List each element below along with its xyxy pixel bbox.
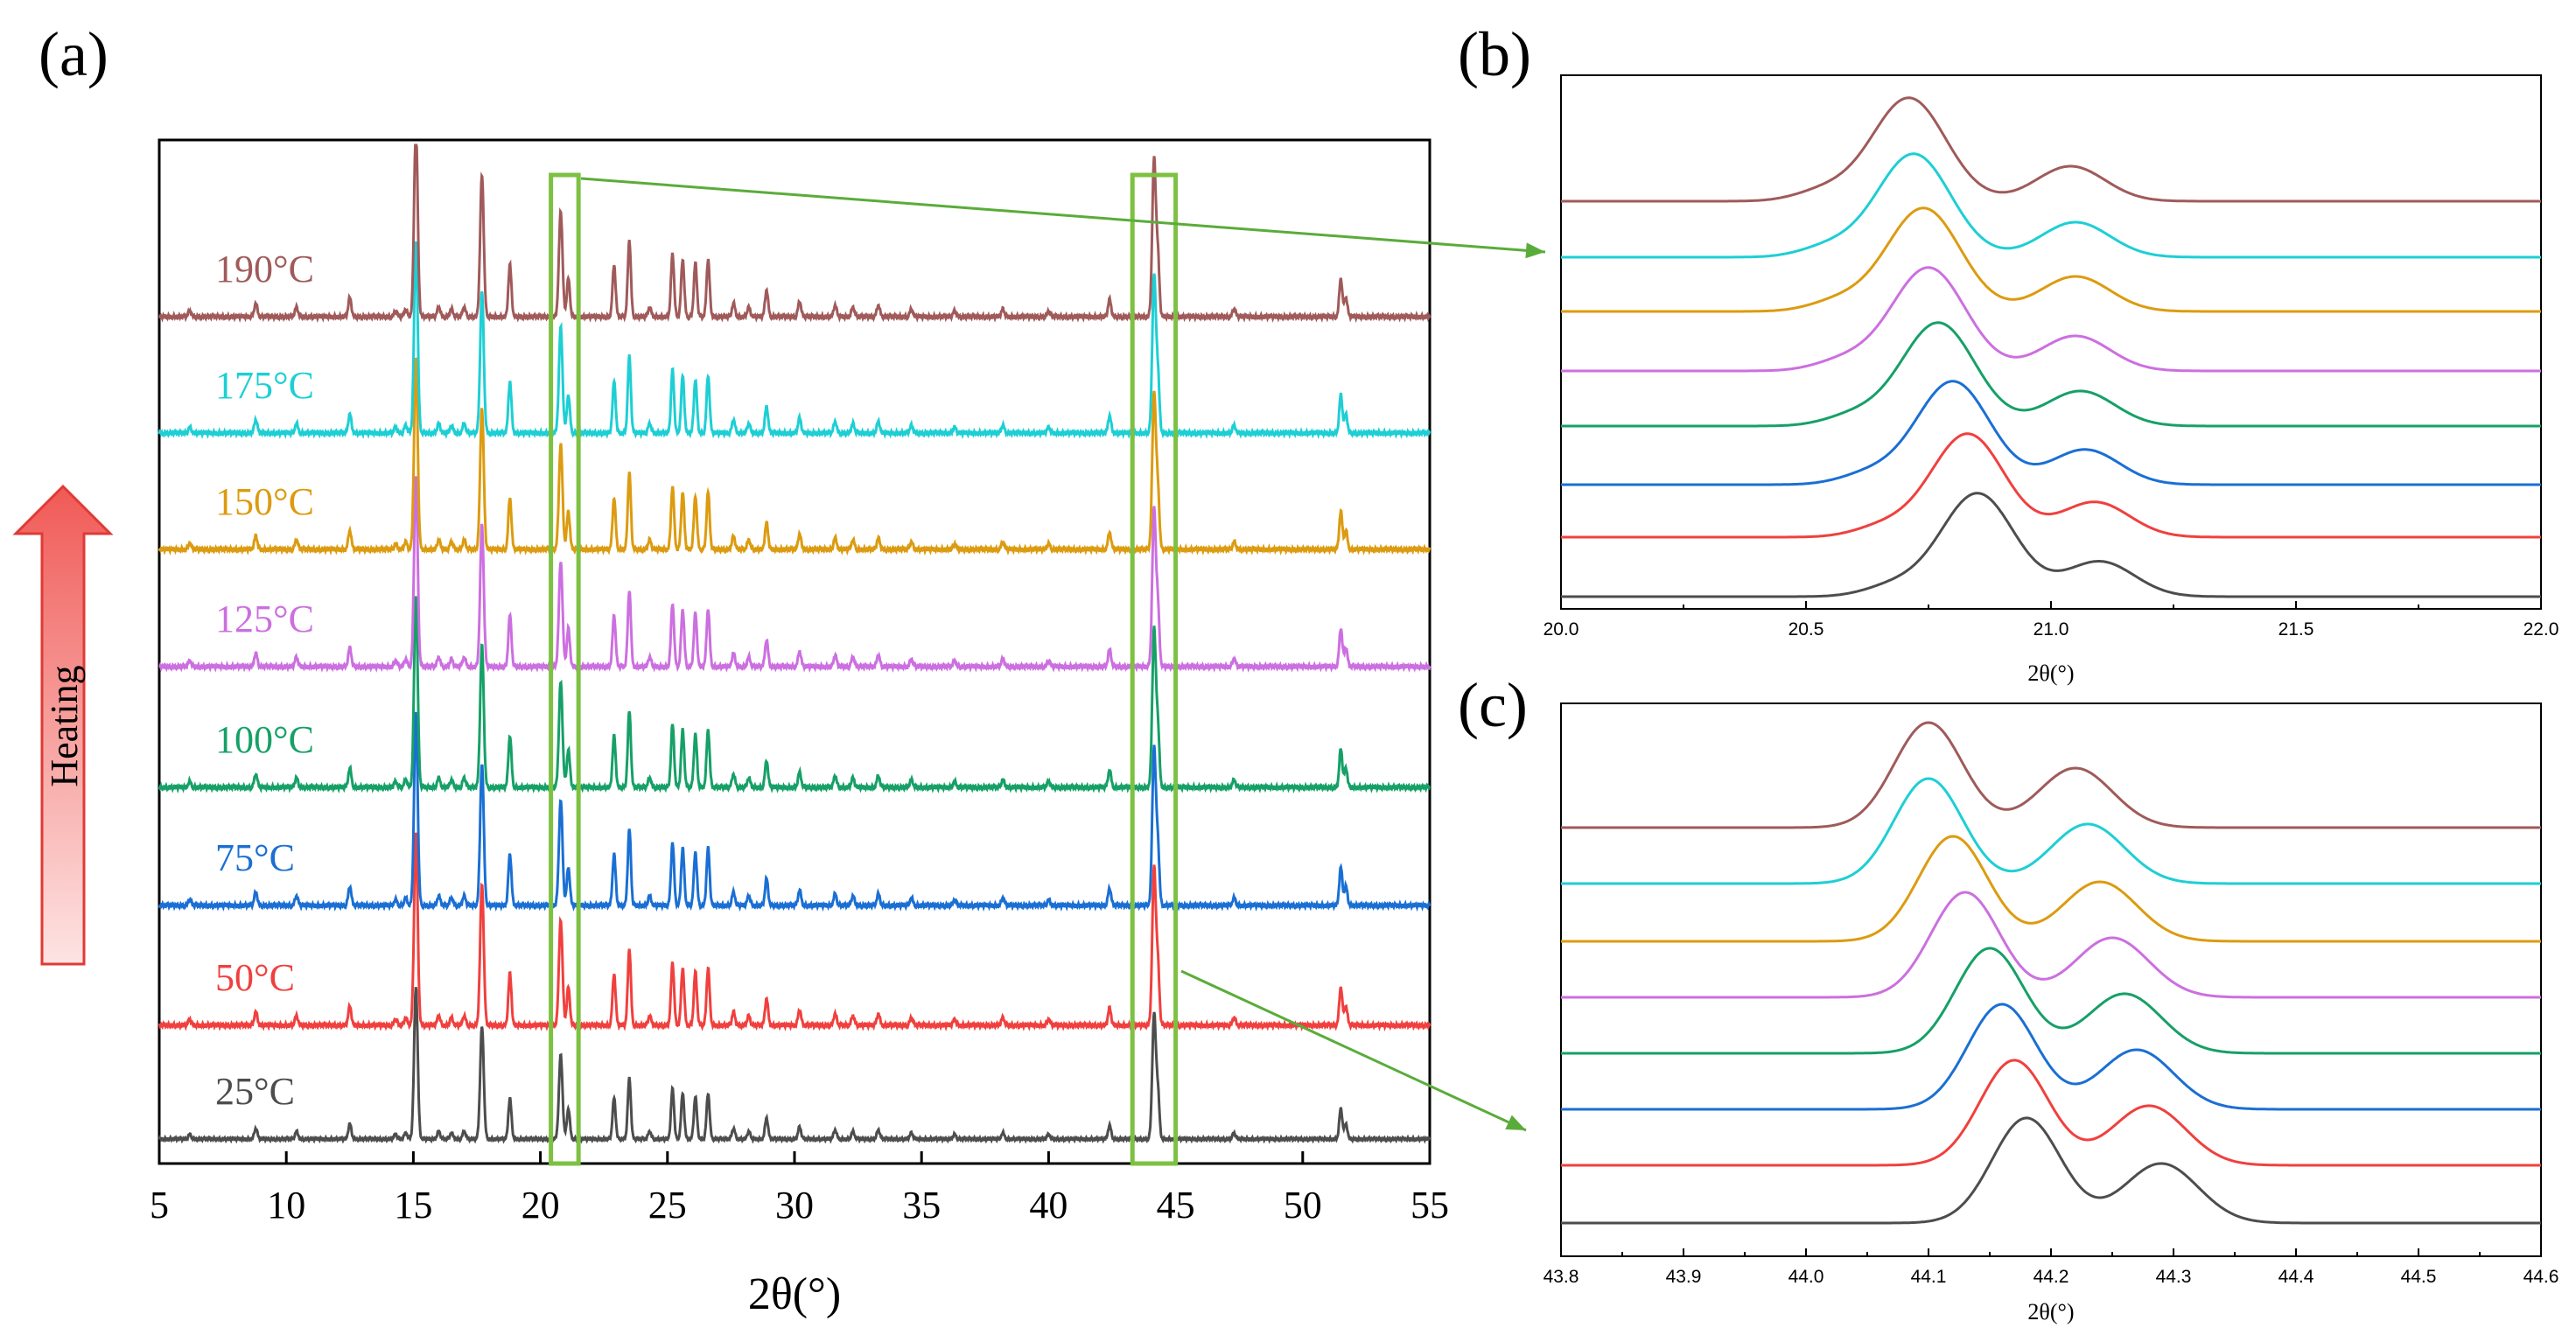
zoom-xtick-label: 44.3 (2156, 1267, 2192, 1287)
zoom-xtick-label: 44.6 (2524, 1267, 2559, 1287)
zoom-curve-75°C (1561, 1003, 2541, 1111)
panel-a-curve-175°C (158, 241, 1432, 440)
panel-b-xlabel: 2θ(°) (2027, 661, 2074, 686)
panel-a-highlight-box (1130, 172, 1179, 1166)
panel-a-xtick-label: 40 (1029, 1184, 1068, 1227)
panel-a-chart: 5 10 15 20 25 30 35 40 45 50 55 25°C 50°C 75°C 100°C 1… (150, 138, 1449, 1319)
panel-a-xtick-label: 55 (1410, 1184, 1449, 1227)
panel-c-xlabel: 2θ(°) (2027, 1299, 2074, 1325)
arrow-to-panel-b-head (1525, 242, 1545, 259)
zoom-xtick-label: 22.0 (2524, 619, 2559, 640)
arrow-to-panel-b (580, 177, 1546, 254)
zoom-curve-50°C (1561, 432, 2541, 539)
panel-a-series-label: 125°C (215, 598, 314, 640)
zoom-xtick-label: 44.4 (2278, 1267, 2314, 1287)
zoom-xtick-label: 44.1 (1911, 1267, 1947, 1287)
zoom-curve-25°C (1561, 1116, 2541, 1225)
panel-a-xtick-label: 25 (648, 1184, 687, 1227)
panel-a-series-label: 75°C (215, 836, 295, 879)
panel-a-xtick-label: 50 (1284, 1184, 1322, 1227)
zoom-xtick-label: 43.8 (1544, 1267, 1579, 1287)
zoom-curve-125°C (1561, 266, 2541, 373)
zoom-curve-100°C (1561, 321, 2541, 428)
zoom-curve-50°C (1561, 1059, 2541, 1167)
zoom-curve-190°C (1561, 721, 2541, 829)
panel-a-curve-25°C (158, 987, 1432, 1144)
panel-a-xtick-label: 35 (902, 1184, 941, 1227)
zoom-xtick-label: 20.0 (1544, 619, 1579, 640)
panel-a-curve-50°C (158, 832, 1432, 1032)
panel-c-frame (1560, 702, 2542, 1257)
panel-a-curve-75°C (158, 711, 1432, 912)
panel-a-series-label: 50°C (215, 956, 295, 999)
zoom-xtick-label: 44.2 (2034, 1267, 2069, 1287)
panel-a-series-label: 175°C (215, 364, 314, 407)
panel-a-series-label: 25°C (215, 1070, 295, 1113)
panel-a-xtick-label: 30 (775, 1184, 814, 1227)
zoom-curve-125°C (1561, 891, 2541, 999)
zoom-curve-150°C (1561, 835, 2541, 943)
panel-a-xtick-label: 5 (150, 1184, 169, 1227)
zoom-xtick-label: 44.5 (2401, 1267, 2437, 1287)
zoom-curve-75°C (1561, 380, 2541, 486)
zoom-xtick-label: 44.0 (1788, 1267, 1824, 1287)
zoom-xtick-label: 21.0 (2034, 619, 2069, 640)
panel-a-xtick-label: 45 (1157, 1184, 1195, 1227)
panel-label-a: (a) (38, 19, 108, 89)
panel-label-c: (c) (1458, 670, 1528, 740)
heating-label: Heating (43, 665, 86, 786)
zoom-curve-100°C (1561, 947, 2541, 1055)
zoom-curve-175°C (1561, 777, 2541, 885)
arrow-to-panel-c-head (1505, 1115, 1526, 1130)
zoom-curve-150°C (1561, 206, 2541, 313)
zoom-curve-25°C (1561, 492, 2541, 598)
panel-a-xtick-label: 15 (394, 1184, 432, 1227)
zoom-xtick-label: 21.5 (2278, 619, 2314, 640)
panel-a-curve-190°C (158, 143, 1432, 324)
zoom-xtick-label: 43.9 (1666, 1267, 1702, 1287)
panel-a-series-label: 100°C (215, 718, 314, 761)
panel-b-chart: 20.0 20.5 21.0 21.5 22.0 2θ(°) (1544, 74, 2559, 686)
panel-a-xtick-label: 10 (267, 1184, 305, 1227)
panel-a-series-label: 150°C (215, 480, 314, 523)
panel-a-xtick-label: 20 (522, 1184, 560, 1227)
panel-label-b: (b) (1458, 19, 1531, 89)
panel-a-series-label: 190°C (215, 248, 314, 290)
heating-arrow (12, 484, 114, 966)
panel-c-chart: 43.8 43.9 44.0 44.1 44.2 44.3 44.4 44.5 44.6 2θ(… (1544, 702, 2559, 1325)
zoom-curve-175°C (1561, 152, 2541, 259)
panel-a-xlabel: 2θ(°) (748, 1269, 841, 1319)
arrow-to-panel-c (1180, 969, 1527, 1132)
zoom-curve-190°C (1561, 96, 2541, 203)
zoom-xtick-label: 20.5 (1788, 619, 1824, 640)
panel-a-highlight-box (549, 172, 581, 1166)
panel-a-curve-100°C (158, 596, 1431, 794)
panel-a-curve-125°C (158, 476, 1432, 674)
panel-a-curve-150°C (158, 357, 1432, 556)
